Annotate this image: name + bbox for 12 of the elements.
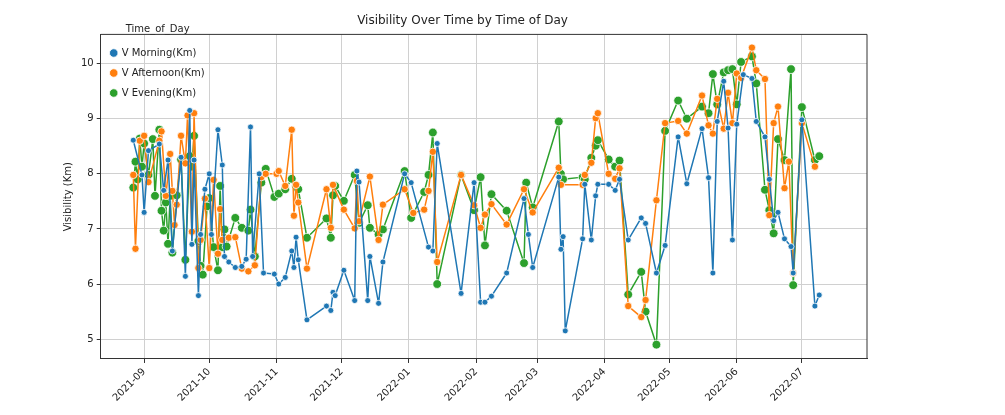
y-tick-label: 9	[87, 112, 94, 124]
legend-label: V Morning(Km)	[121, 46, 197, 58]
y-tick-label: 6	[87, 277, 94, 289]
y-axis-title: Visibility (Km)	[61, 162, 73, 232]
y-tick-label: 7	[87, 222, 94, 234]
y-tick-label: 8	[87, 167, 94, 179]
legend-label: V Afternoon(Km)	[121, 66, 205, 78]
legend-label: V Evening(Km)	[121, 86, 197, 98]
legend-title: Time_of_Day	[124, 22, 190, 35]
chart-title: Visibility Over Time by Time of Day	[357, 13, 568, 28]
y-tick-label: 10	[80, 57, 94, 69]
y-tick-label: 5	[87, 332, 94, 344]
